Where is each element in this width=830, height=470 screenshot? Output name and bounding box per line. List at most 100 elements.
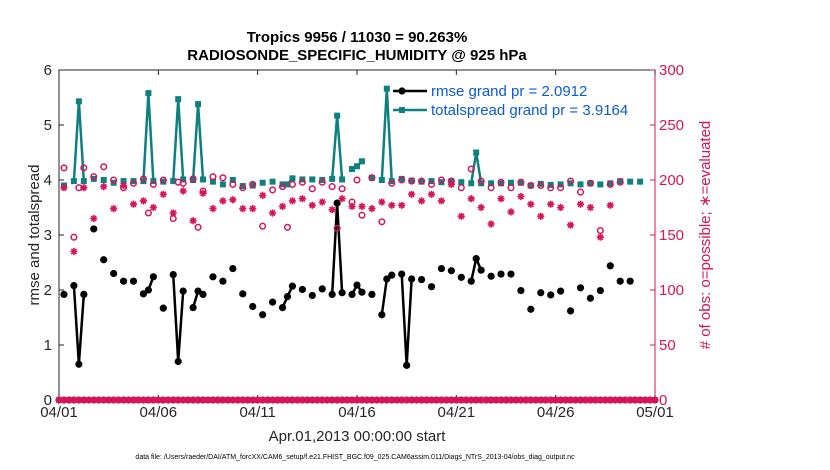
obs-zero-evaluated-point xyxy=(388,396,396,404)
obs-evaluated-point xyxy=(119,181,128,190)
obs-zero-evaluated-point xyxy=(303,396,311,404)
obs-zero-evaluated-point xyxy=(119,396,128,404)
obs-zero-evaluated-point xyxy=(338,396,346,404)
obs-evaluated-point xyxy=(159,190,167,198)
obs-zero-evaluated-point xyxy=(293,396,301,404)
rmse-point xyxy=(278,304,287,312)
rmse-point xyxy=(408,275,416,283)
rmse-point xyxy=(586,294,595,302)
obs-possible-point xyxy=(418,177,426,185)
spread-point xyxy=(180,176,187,183)
spread-point xyxy=(354,163,360,170)
obs-evaluated-point xyxy=(278,202,287,210)
rmse-point xyxy=(129,277,138,285)
obs-zero-evaluated-point xyxy=(631,396,639,404)
obs-zero-evaluated-point xyxy=(244,396,252,404)
spread-point xyxy=(249,182,256,189)
spread-point xyxy=(80,178,87,185)
obs-zero-evaluated-point xyxy=(134,396,143,404)
obs-possible-point xyxy=(288,180,296,188)
obs-evaluated-point xyxy=(80,184,88,192)
spread-point xyxy=(100,177,107,183)
obs-evaluated-point xyxy=(537,212,545,220)
obs-zero-evaluated-point xyxy=(616,396,624,404)
spread-point xyxy=(368,174,375,181)
obs-possible-point xyxy=(129,179,138,187)
spread-point xyxy=(358,158,365,165)
obs-evaluated-point xyxy=(129,200,138,208)
spread-point xyxy=(468,180,475,187)
obs-possible-point xyxy=(139,175,147,183)
x-tick-label: 04/21 xyxy=(438,404,476,421)
rmse-point xyxy=(497,270,505,278)
spread-point xyxy=(145,90,152,97)
rmse-point xyxy=(388,271,396,279)
obs-possible-point xyxy=(467,165,475,173)
obs-zero-evaluated-point xyxy=(85,396,93,404)
obs-zero-evaluated-point xyxy=(105,396,113,404)
obs-zero-evaluated-point xyxy=(611,396,619,404)
obs-zero-evaluated-point xyxy=(522,396,530,404)
obs-evaluated-point xyxy=(497,195,505,203)
rmse-point xyxy=(467,277,475,285)
rmse-point xyxy=(75,360,83,368)
spread-point xyxy=(473,149,480,156)
rmse-point xyxy=(189,304,197,312)
spread-point xyxy=(229,177,236,183)
obs-possible-point xyxy=(527,181,535,190)
obs-evaluated-point xyxy=(338,195,346,203)
spread-point xyxy=(587,180,594,187)
obs-zero-evaluated-point xyxy=(581,396,590,404)
spread-point xyxy=(284,181,291,188)
spread-point xyxy=(75,98,82,105)
rmse-point xyxy=(576,284,585,292)
obs-zero-evaluated-point xyxy=(75,396,83,404)
rmse-point xyxy=(547,291,555,299)
x-tick-label: 04/16 xyxy=(338,404,376,421)
obs-zero-evaluated-point xyxy=(259,396,267,404)
obs-possible-point xyxy=(278,183,287,191)
obs-zero-evaluated-point xyxy=(169,396,177,404)
obs-possible-point xyxy=(209,173,217,181)
obs-zero-evaluated-point xyxy=(487,396,495,404)
obs-evaluated-point xyxy=(358,202,366,210)
spread-point xyxy=(239,183,246,190)
y-right-tick-label: 150 xyxy=(659,227,684,244)
obs-zero-evaluated-point xyxy=(214,396,222,404)
obs-possible-point xyxy=(110,176,118,184)
obs-evaluated-point xyxy=(209,205,217,213)
obs-possible-point xyxy=(368,174,376,182)
obs-possible-point xyxy=(398,176,406,184)
obs-zero-evaluated-point xyxy=(646,396,654,404)
obs-possible-point xyxy=(596,227,604,235)
series-obs-evaluated xyxy=(60,180,614,256)
obs-zero-evaluated-point xyxy=(224,396,232,404)
obs-zero-evaluated-point xyxy=(477,396,485,404)
y-right-tick-label: 0 xyxy=(659,392,667,409)
obs-evaluated-point xyxy=(229,196,237,204)
obs-possible-point xyxy=(567,177,575,185)
obs-possible-point xyxy=(189,175,197,183)
obs-evaluated-point xyxy=(576,200,585,208)
obs-zero-evaluated-point xyxy=(641,396,649,404)
obs-zero-evaluated-point xyxy=(219,396,227,404)
rmse-point xyxy=(259,311,267,319)
spread-point xyxy=(517,179,524,186)
obs-zero-evaluated-point xyxy=(467,396,475,404)
rmse-point xyxy=(557,287,565,295)
obs-zero-evaluated-point xyxy=(621,396,629,404)
rmse-point xyxy=(566,307,575,315)
series-rmse xyxy=(60,199,634,369)
x-tick-label: 04/06 xyxy=(140,404,178,421)
obs-zero-evaluated-point xyxy=(432,396,441,404)
obs-evaluated-point xyxy=(268,209,277,217)
rmse-point xyxy=(596,286,604,295)
obs-zero-evaluated-point xyxy=(557,396,565,404)
x-tick-label: 05/01 xyxy=(636,404,674,421)
obs-evaluated-point xyxy=(149,203,157,212)
obs-possible-point xyxy=(333,224,341,232)
obs-zero-evaluated-point xyxy=(199,396,207,404)
rmse-point xyxy=(119,277,128,285)
obs-zero-evaluated-point xyxy=(129,396,138,404)
spread-point xyxy=(190,177,197,183)
